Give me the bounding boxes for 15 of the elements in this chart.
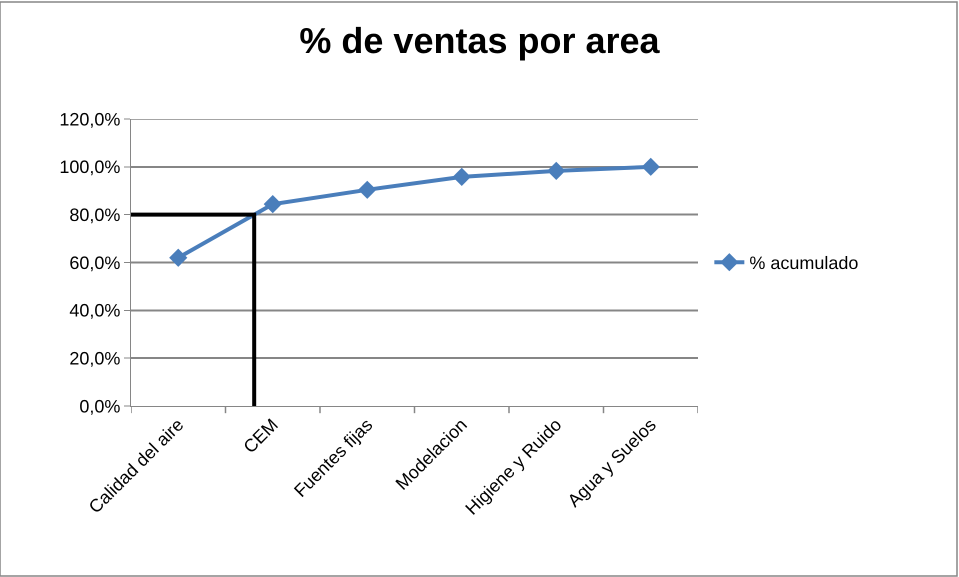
chart-title: % de ventas por area [299, 20, 661, 61]
y-tick-label: 40,0% [69, 300, 120, 321]
point [452, 168, 471, 186]
point [169, 248, 188, 267]
y-tick-label: 80,0% [69, 204, 120, 225]
point [642, 158, 660, 176]
y-tick-label: 0,0% [79, 396, 120, 416]
legend-label: % acumulado [749, 253, 858, 274]
y-tick-label: 100,0% [59, 157, 120, 178]
y-tick-label: 120,0% [59, 109, 120, 130]
point [264, 195, 282, 214]
y-tick-label: 20,0% [69, 348, 120, 368]
y-tick-label: 60,0% [69, 252, 120, 273]
point [547, 162, 566, 180]
point [358, 180, 376, 199]
